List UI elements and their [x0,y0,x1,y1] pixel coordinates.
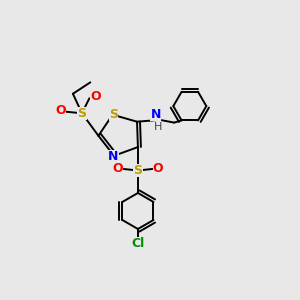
Text: S: S [77,107,86,120]
Text: O: O [56,104,66,117]
Text: S: S [109,108,118,121]
Text: N: N [150,108,161,121]
Text: O: O [90,90,101,103]
Text: Cl: Cl [131,238,145,250]
Text: H: H [154,122,162,132]
Text: S: S [134,164,142,177]
Text: O: O [153,162,163,175]
Text: N: N [108,150,118,163]
Text: O: O [112,162,123,175]
